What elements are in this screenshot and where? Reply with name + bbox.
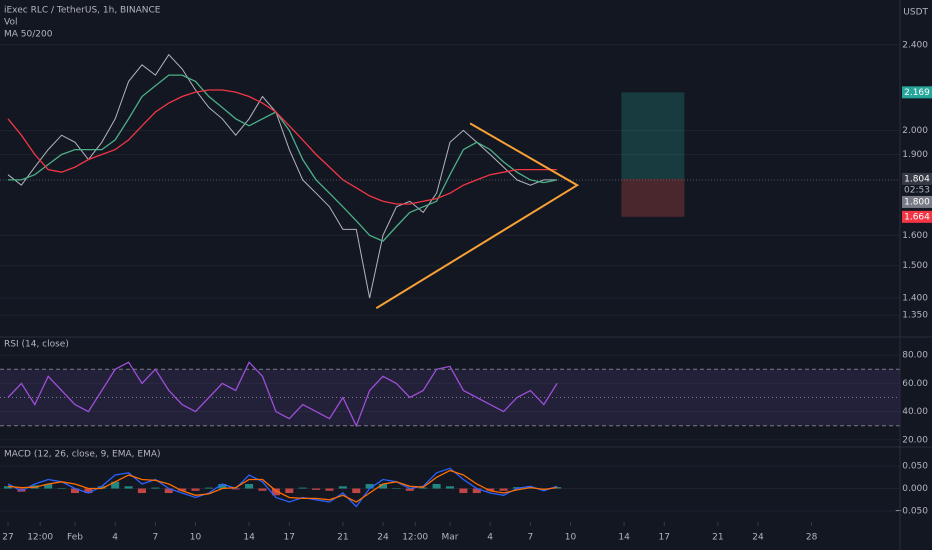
panel-title: MACD (12, 26, close, 9, EMA, EMA) [4, 450, 161, 460]
histogram-bar [84, 488, 93, 494]
last-price-label: 1.800 [904, 197, 930, 207]
histogram-bar [405, 488, 414, 491]
histogram-bar [365, 484, 374, 489]
series-line [7, 361, 558, 428]
series-line [8, 74, 558, 242]
histogram-bar [445, 486, 455, 489]
histogram-bar [111, 481, 120, 489]
histogram-bar [124, 486, 133, 489]
histogram-bar [298, 487, 307, 489]
x-tick-label: 12:00 [402, 533, 428, 543]
histogram-bar [191, 488, 200, 491]
x-tick-label: 7 [527, 533, 533, 543]
histogram-bar [4, 486, 13, 489]
histogram-bar [499, 488, 508, 491]
y-tick-label: 0.000 [902, 484, 928, 494]
y-tick-label: 20.00 [902, 435, 928, 445]
stop-zone [621, 178, 685, 217]
x-tick-label: 10 [190, 533, 202, 543]
histogram-bar [137, 488, 146, 494]
histogram-bar [472, 488, 481, 494]
triangle-drawing [375, 122, 580, 310]
x-tick-label: 17 [284, 533, 295, 543]
histogram-bar [218, 484, 227, 489]
histogram-bar [419, 487, 428, 489]
x-tick-label: 4 [487, 533, 493, 543]
histogram-bar [285, 488, 294, 494]
x-tick-label: 17 [659, 533, 670, 543]
y-tick-label: 80.00 [902, 351, 928, 361]
series-line [7, 469, 558, 503]
histogram-bar [459, 488, 468, 494]
histogram-bar [392, 488, 401, 490]
y-tick-label: 2.000 [902, 126, 928, 136]
histogram-bar [151, 487, 160, 489]
x-tick-label: 28 [806, 533, 818, 543]
panel-title: RSI (14, close) [4, 340, 69, 350]
x-tick-label: 24 [752, 533, 764, 543]
x-tick-label: Mar [442, 533, 459, 543]
y-tick-label: 1.350 [902, 311, 928, 321]
histogram-bar [432, 484, 441, 489]
price-tag [902, 210, 932, 223]
x-tick-label: 12:00 [27, 533, 53, 543]
x-tick-label: Feb [67, 533, 83, 543]
histogram-bar [271, 488, 280, 496]
x-tick-label: 21 [337, 533, 348, 543]
price-tag [902, 86, 932, 99]
histogram-bar [245, 484, 254, 489]
histogram-bar [512, 487, 521, 489]
price-tag-label: 1.664 [904, 212, 930, 222]
histogram-bar [325, 488, 334, 491]
y-tick-label: 1.400 [902, 294, 928, 304]
histogram-bar [70, 488, 80, 494]
x-tick-label: 24 [377, 533, 389, 543]
histogram-bar [338, 486, 347, 489]
legend-label: MA 50/200 [4, 30, 53, 40]
y-tick-label: 2.400 [902, 40, 928, 50]
histogram-bar [352, 488, 361, 494]
price-tag-label: 1.804 [904, 174, 930, 184]
y-tick-label: −0.050 [895, 507, 929, 517]
x-tick-label: 14 [618, 533, 630, 543]
rsi-band [0, 369, 900, 426]
last-price-tag [902, 195, 932, 208]
histogram-bar [178, 488, 187, 491]
axis-unit: USDT [903, 8, 928, 18]
x-tick-label: 21 [712, 533, 723, 543]
series-line [7, 53, 558, 299]
x-tick-label: 10 [565, 533, 577, 543]
x-tick-label: 7 [152, 533, 158, 543]
legend-label: Vol [4, 18, 17, 28]
histogram-bar [44, 484, 53, 489]
histogram-bar [57, 488, 66, 490]
series-line [7, 467, 558, 508]
histogram-bar [97, 486, 106, 489]
histogram-bar [486, 488, 495, 491]
series-line [7, 89, 558, 205]
x-tick-label: 4 [112, 533, 118, 543]
histogram-bar [258, 488, 267, 491]
price-tag [902, 172, 932, 185]
histogram-bar [379, 484, 388, 489]
price-tag-label: 2.169 [904, 88, 930, 98]
x-tick-label: 27 [2, 533, 13, 543]
countdown: 02:53 [904, 185, 930, 195]
y-tick-label: 1.600 [902, 231, 928, 241]
histogram-bar [204, 487, 213, 489]
histogram-bar [164, 488, 173, 494]
y-tick-label: 1.500 [902, 261, 928, 271]
y-tick-label: 60.00 [902, 379, 928, 389]
histogram-bar [312, 488, 321, 490]
x-tick-label: 14 [243, 533, 255, 543]
histogram-bar [553, 487, 562, 489]
y-tick-label: 40.00 [902, 407, 928, 417]
y-tick-label: 0.050 [902, 462, 928, 472]
target-zone [621, 92, 685, 179]
y-tick-label: 1.900 [902, 150, 928, 160]
panel-title: iExec RLC / TetherUS, 1h, BINANCE [4, 6, 161, 16]
